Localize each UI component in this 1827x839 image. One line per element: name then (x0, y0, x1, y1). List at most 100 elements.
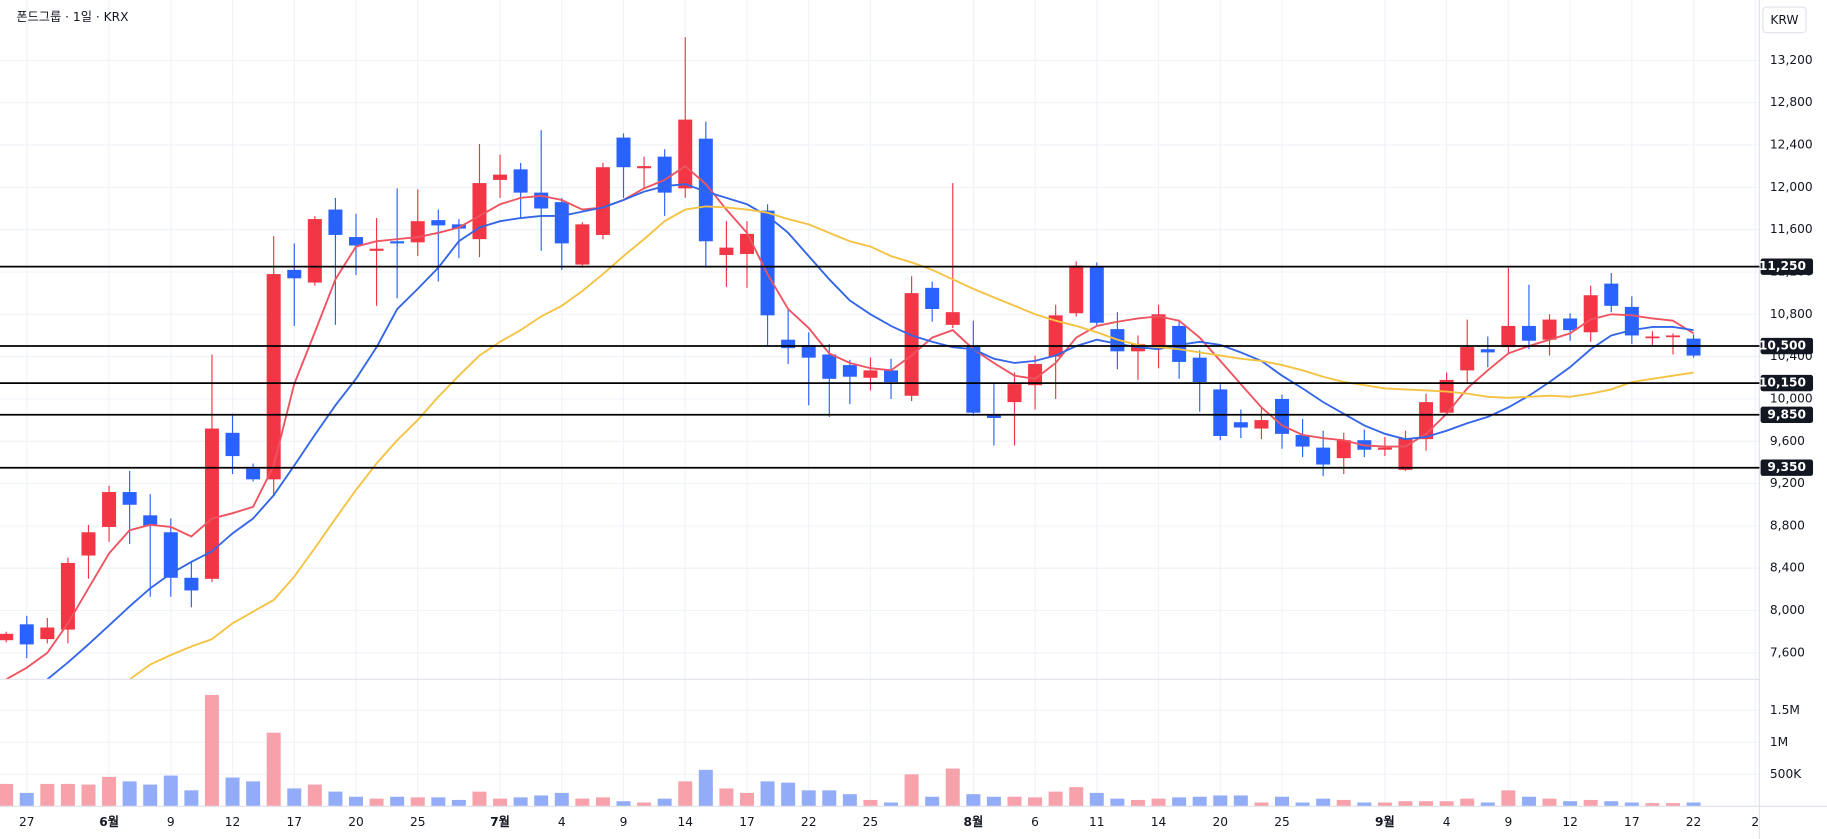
y-tick-label: 12,800 (1770, 95, 1813, 109)
candle-body (513, 169, 528, 193)
volume-bar (40, 783, 55, 807)
moving-average-line (46, 183, 1694, 680)
x-tick-label: 9 (167, 815, 175, 829)
candle-body (431, 220, 446, 226)
currency-label[interactable]: KRW (1770, 13, 1798, 27)
candle-body (60, 562, 75, 630)
volume-bar (760, 781, 775, 807)
x-tick-label: 12 (225, 815, 241, 829)
candle-body (81, 532, 96, 556)
volume-bar (349, 796, 363, 807)
candle-body (143, 515, 158, 526)
volume-bar (472, 791, 487, 807)
volume-bar (122, 781, 137, 807)
volume-bar (616, 801, 631, 807)
y-tick-label: 9,600 (1770, 434, 1805, 448)
candle-body (1480, 349, 1495, 353)
x-tick-label: 22 (801, 815, 817, 829)
volume-bar (863, 799, 878, 807)
candle-body (1151, 314, 1166, 347)
volume-bar (781, 782, 796, 807)
candle-body (863, 370, 878, 378)
volume-bar (842, 794, 857, 807)
x-tick-label: 7월 (490, 814, 510, 829)
x-tick-label: 20 (1212, 815, 1228, 829)
volume-bar (143, 784, 158, 807)
volume-bar (904, 774, 919, 807)
candle-body (1501, 325, 1516, 348)
volume-bar (1624, 802, 1639, 807)
y-tick-label: 10,800 (1770, 307, 1813, 321)
x-tick-label: 2 (1751, 815, 1759, 829)
x-tick-label: 8월 (963, 814, 983, 829)
volume-bar (945, 768, 960, 807)
candle-body (719, 247, 734, 256)
candle-body (266, 274, 281, 480)
volume-bar (328, 791, 343, 807)
x-tick-label: 4 (558, 815, 566, 829)
y-tick-label: 8,400 (1770, 561, 1805, 575)
candle-body (225, 432, 240, 457)
volume-bar (163, 775, 178, 807)
volume-bar (1069, 787, 1084, 807)
candle-body (328, 209, 343, 235)
volume-bar (0, 783, 14, 807)
candle-body (1254, 420, 1269, 429)
x-tick-label: 14 (1151, 815, 1167, 829)
volume-bar (966, 794, 981, 807)
volume-bar (637, 802, 652, 807)
candle-body (1686, 338, 1701, 356)
volume-bar (1563, 801, 1578, 807)
candle-body (884, 370, 899, 383)
volume-bar (102, 776, 117, 807)
volume-bar (554, 792, 569, 807)
volume-bar (410, 797, 425, 807)
volume-bar (81, 784, 96, 807)
candle-body (1521, 325, 1536, 341)
volume-bar (1542, 798, 1557, 807)
y-tick-label: 9,200 (1770, 476, 1805, 490)
volume-bar (801, 790, 816, 807)
candle-body (246, 468, 261, 480)
volume-bar (287, 788, 302, 807)
candle-body (1089, 266, 1104, 323)
x-tick-label: 25 (410, 815, 426, 829)
x-tick-label: 22 (1686, 815, 1702, 829)
level-label-box (1760, 459, 1814, 476)
currency-button[interactable] (1762, 6, 1807, 34)
candle-body (595, 167, 610, 235)
volume-bar (739, 792, 754, 807)
level-label-box (1760, 337, 1814, 355)
volume-bar (1480, 802, 1495, 807)
volume-bar (513, 797, 528, 807)
candle-body (925, 287, 940, 310)
candle-body (102, 492, 117, 527)
volume-bar (822, 790, 837, 807)
volume-bar (390, 796, 405, 807)
candle-body (904, 293, 919, 396)
volume-bar (1521, 796, 1536, 807)
volume-bar (1275, 796, 1290, 807)
candle-body (1624, 306, 1639, 336)
volume-bar (1089, 792, 1104, 807)
volume-bar (1295, 802, 1310, 807)
candle-body (1460, 347, 1475, 371)
x-tick-label: 6 (1031, 815, 1039, 829)
volume-bar (1213, 795, 1228, 807)
volume-bar (1398, 801, 1413, 807)
x-tick-label: 17 (739, 815, 755, 829)
candle-body (1213, 389, 1228, 436)
candle-body (307, 219, 322, 283)
x-tick-label: 11 (1089, 815, 1105, 829)
volume-bar (1048, 791, 1063, 807)
candle-body (122, 492, 137, 505)
y-tick-label: 8,000 (1770, 603, 1805, 617)
volume-bar (184, 790, 199, 807)
volume-bar (719, 788, 734, 807)
y-tick-label: 8,800 (1770, 518, 1805, 532)
x-tick-label: 25 (1274, 815, 1290, 829)
candle-body (1316, 447, 1331, 465)
x-tick-label: 9 (1504, 815, 1512, 829)
volume-bar (493, 798, 508, 807)
grid (0, 0, 1760, 807)
